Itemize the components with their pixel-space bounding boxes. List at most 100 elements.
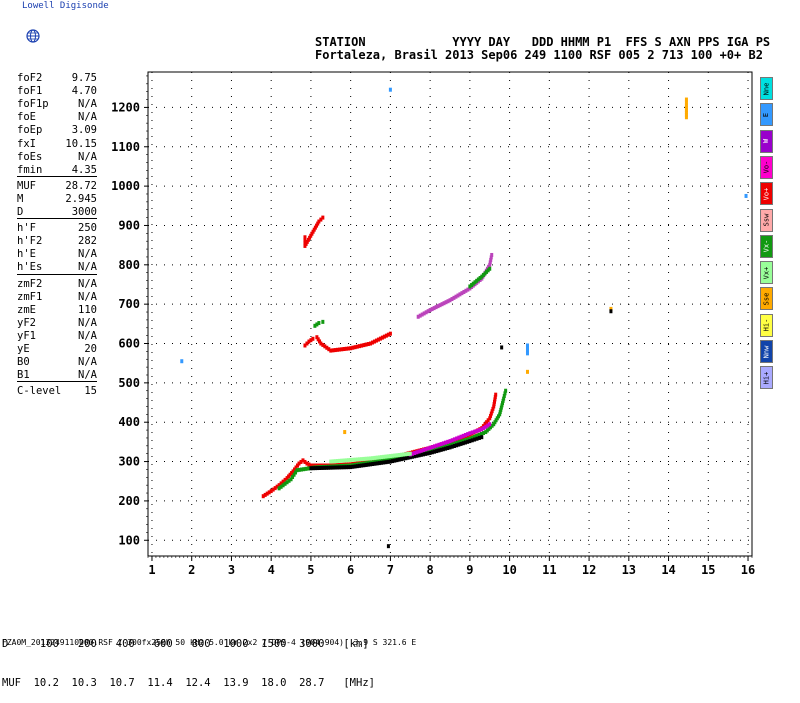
echo-point	[444, 300, 448, 305]
echo-point	[393, 458, 397, 463]
echo-point	[471, 281, 475, 286]
echo-point	[452, 443, 456, 448]
echo-point	[410, 451, 414, 456]
param-row: zmF1 N/A	[17, 291, 97, 305]
param-row: B1 N/A	[17, 369, 97, 383]
echo-trace	[309, 435, 484, 471]
tag-hiplus: Hi+	[760, 366, 773, 390]
echo-point	[457, 440, 461, 445]
echo-point	[502, 396, 506, 401]
param-value: N/A	[78, 261, 97, 274]
echo-point	[281, 479, 285, 484]
echo-point	[313, 225, 317, 230]
echo-point	[415, 453, 419, 458]
echo-point	[360, 343, 364, 348]
echo-point	[439, 445, 443, 450]
echo-point	[391, 459, 395, 464]
param-value: N/A	[78, 290, 97, 303]
y-tick-label: 300	[118, 455, 140, 469]
echo-point	[307, 462, 311, 467]
echo-point	[277, 486, 281, 491]
echo-point	[459, 434, 463, 439]
echo-point	[362, 343, 366, 348]
echo-point	[438, 303, 442, 308]
echo-point	[349, 457, 353, 462]
tag-vominus: Vo-	[760, 155, 773, 179]
echo-point	[500, 345, 504, 350]
echo-point	[424, 447, 428, 452]
param-label: foEs	[17, 150, 43, 163]
echo-point	[424, 449, 428, 454]
echo-point	[452, 295, 456, 300]
echo-point	[331, 459, 335, 464]
echo-point	[482, 426, 486, 431]
echo-point	[371, 456, 375, 461]
echo-point	[371, 462, 375, 467]
echo-point	[369, 341, 373, 346]
echo-point	[297, 467, 301, 472]
param-separator	[17, 381, 97, 383]
echo-point	[470, 283, 474, 288]
tag-nne: Nne	[760, 77, 773, 100]
param-label: foF2	[17, 72, 43, 84]
echo-point	[309, 233, 313, 238]
echo-point	[269, 489, 273, 494]
echo-point	[455, 436, 459, 441]
y-tick-label: 800	[118, 258, 140, 272]
param-label: yF2	[17, 316, 36, 329]
tag-vxminus: Vx-	[760, 234, 773, 258]
echo-point	[316, 337, 320, 342]
echo-point	[460, 291, 464, 296]
echo-point	[382, 454, 386, 459]
echo-point	[489, 257, 493, 262]
echo-point	[301, 458, 305, 463]
param-label: yE	[17, 343, 30, 355]
param-row: zmF2 N/A	[17, 278, 97, 292]
echo-point	[488, 422, 492, 427]
echo-point	[476, 277, 480, 282]
echo-point	[404, 456, 408, 461]
echo-point	[338, 347, 342, 352]
echo-point	[375, 455, 379, 460]
echo-point	[329, 459, 333, 464]
echo-point	[434, 305, 438, 310]
param-value: N/A	[78, 356, 97, 369]
echo-point	[473, 280, 477, 285]
echo-trace	[416, 252, 494, 319]
echo-point	[406, 451, 410, 456]
echo-point	[373, 339, 376, 344]
param-label: foF1p	[17, 98, 49, 111]
param-value: N/A	[78, 369, 97, 382]
ionogram-chart: 1 2 3 4 5 6 7 8 9 10 11 12 13 14 15 1610020030040050060…	[111, 71, 755, 577]
echo-point	[261, 494, 265, 499]
param-value: N/A	[78, 111, 97, 124]
echo-point	[343, 430, 347, 435]
echo-point	[439, 447, 443, 452]
echo-point	[318, 339, 322, 344]
echo-point	[333, 459, 337, 464]
echo-point	[437, 446, 441, 451]
echo-point	[331, 348, 335, 353]
echo-trace	[303, 331, 392, 353]
echo-point	[463, 440, 467, 445]
echo-point	[448, 298, 452, 303]
echo-point	[493, 399, 497, 404]
echo-point	[494, 392, 498, 397]
echo-point	[307, 339, 311, 344]
param-row: M 2.945	[17, 193, 97, 207]
echo-point	[305, 461, 309, 466]
echo-point	[303, 343, 307, 348]
echo-point	[335, 459, 339, 464]
echo-point	[468, 439, 472, 444]
x-tick-label: 8	[427, 563, 434, 577]
echo-point	[377, 455, 381, 460]
param-value: 4.70	[71, 85, 97, 98]
echo-point	[408, 455, 412, 460]
echo-point	[422, 452, 426, 457]
echo-point	[426, 309, 430, 314]
echo-point	[302, 467, 306, 472]
echo-point	[349, 465, 353, 470]
param-row: foEp 3.09	[17, 124, 97, 138]
echo-point	[335, 347, 339, 352]
echo-point	[433, 447, 437, 452]
